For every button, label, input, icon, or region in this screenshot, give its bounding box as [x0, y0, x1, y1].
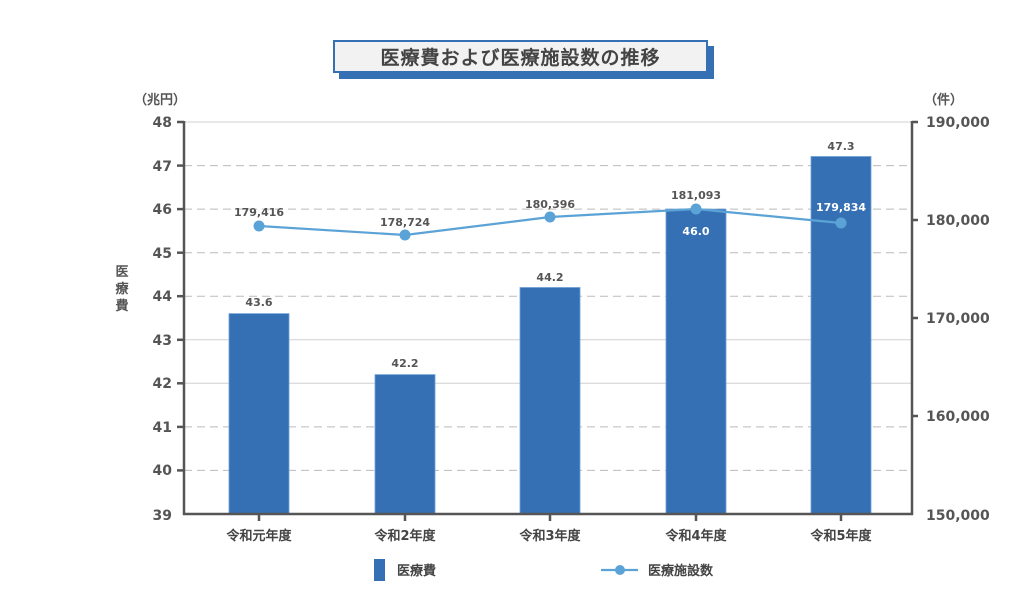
- left-tick: 39: [153, 508, 172, 524]
- left-axis-title: 医 療 費: [115, 265, 129, 314]
- left-axis-title-char: 費: [115, 298, 128, 314]
- bar-value: 43.6: [245, 296, 272, 309]
- left-tick: 41: [153, 420, 172, 436]
- left-tick: 45: [153, 246, 172, 262]
- legend-bar-swatch: [374, 559, 385, 581]
- right-tick: 190,000: [926, 115, 990, 131]
- bar-reiwa-5: [810, 156, 872, 515]
- line-value: 180,396: [525, 198, 575, 211]
- legend-bar-label: 医療費: [397, 563, 436, 579]
- left-tick: 46: [153, 202, 172, 218]
- line-value: 179,834: [816, 201, 866, 214]
- right-tick: 160,000: [926, 409, 990, 425]
- bar-reiwa-4: [665, 208, 727, 515]
- line-point: [544, 211, 556, 223]
- line-value: 181,093: [671, 189, 721, 202]
- line-value: 178,724: [380, 216, 430, 229]
- right-tick: 180,000: [926, 213, 990, 229]
- left-axis-unit: （兆円）: [134, 92, 186, 108]
- bar-reiwa-2: [374, 374, 436, 515]
- line-point: [835, 217, 847, 229]
- right-tick: 170,000: [926, 311, 990, 327]
- bar-value-labels: 43.6 42.2 44.2 46.0 47.3: [245, 140, 854, 370]
- left-tick: 48: [153, 115, 172, 131]
- left-tick: 40: [153, 463, 173, 479]
- x-axis: [183, 512, 913, 521]
- category-label: 令和5年度: [810, 528, 872, 544]
- right-axis: [910, 120, 918, 515]
- line-point: [690, 203, 702, 215]
- left-axis-title-char: 療: [115, 281, 129, 297]
- left-tick: 43: [153, 333, 172, 349]
- bar-value: 46.0: [682, 225, 709, 238]
- left-tick: 47: [153, 159, 172, 175]
- bar-value: 42.2: [391, 357, 418, 370]
- left-tick: 42: [153, 376, 172, 392]
- left-axis-title-char: 医: [115, 265, 128, 280]
- left-axis: [177, 120, 186, 515]
- category-label: 令和2年度: [374, 528, 436, 544]
- category-label: 令和元年度: [226, 528, 292, 544]
- category-label: 令和3年度: [519, 528, 581, 544]
- legend-line-label: 医療施設数: [648, 563, 714, 579]
- line-value-labels: 179,416 178,724 180,396 181,093 179,834: [234, 189, 866, 229]
- line-series: [253, 203, 847, 241]
- category-label: 令和4年度: [665, 528, 727, 544]
- chart-title-box: 医療費および医療施設数の推移: [333, 40, 714, 79]
- right-axis-unit: （件）: [924, 92, 963, 108]
- line-value: 179,416: [234, 206, 284, 219]
- line-point: [399, 229, 411, 241]
- bar-value: 47.3: [827, 140, 854, 153]
- left-tick-labels: 48 47 46 45 44 43 42 41 40 39: [153, 115, 173, 524]
- chart-title: 医療費および医療施設数の推移: [333, 40, 708, 73]
- bar-reiwa-1: [228, 313, 290, 515]
- legend-line-marker: [615, 565, 625, 575]
- left-tick: 44: [153, 289, 173, 305]
- category-labels: 令和元年度 令和2年度 令和3年度 令和4年度 令和5年度: [226, 528, 872, 544]
- bar-reiwa-3: [519, 287, 581, 515]
- right-tick-labels: 190,000 180,000 170,000 160,000 150,000: [926, 115, 990, 524]
- bar-value: 44.2: [536, 271, 563, 284]
- legend: 医療費 医療施設数: [374, 559, 714, 581]
- right-tick: 150,000: [926, 508, 990, 524]
- line-point: [253, 220, 265, 232]
- bar-series: [228, 156, 872, 515]
